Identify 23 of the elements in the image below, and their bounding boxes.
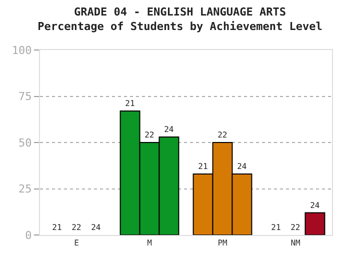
text: 24 xyxy=(91,223,101,232)
text: 24 xyxy=(237,162,247,171)
y-tick-label: 50 xyxy=(18,136,32,150)
text: 21 xyxy=(52,223,62,232)
series-label: 22 xyxy=(144,130,154,140)
series-label: 21 xyxy=(125,99,135,108)
y-tick-label: 25 xyxy=(18,182,32,196)
bar xyxy=(304,212,326,235)
text: 21 xyxy=(271,223,281,232)
y-tick-label: 100 xyxy=(12,44,32,57)
text: 21 xyxy=(198,162,208,171)
series-label: 24 xyxy=(164,124,174,134)
text: 22 xyxy=(218,130,228,140)
text: 24 xyxy=(310,200,320,210)
text: 22 xyxy=(290,223,300,232)
y-tick-label: 75 xyxy=(18,90,32,104)
y-tick-label: 0 xyxy=(25,228,32,242)
text: 22 xyxy=(72,223,82,232)
chart-title: GRADE 04 - ENGLISH LANGUAGE ARTS Percentage of Students by Achievement Level xyxy=(38,6,322,33)
x-tick-label: PM xyxy=(218,238,228,248)
x-tick-label: E xyxy=(74,238,80,248)
x-tick-label: M xyxy=(147,238,152,248)
x-tick-label: NM xyxy=(290,238,300,248)
